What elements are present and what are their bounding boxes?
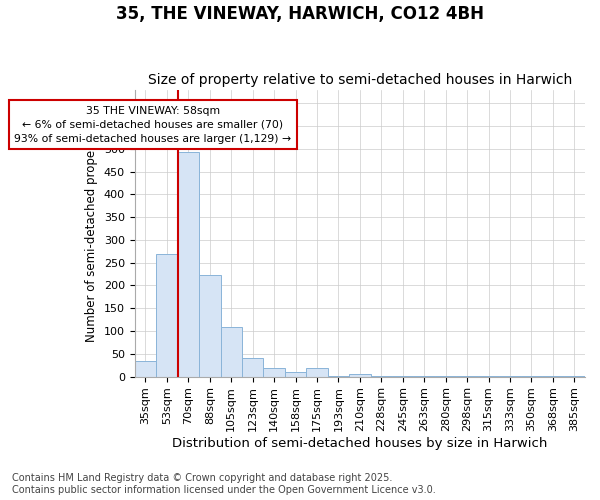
- Text: Contains HM Land Registry data © Crown copyright and database right 2025.
Contai: Contains HM Land Registry data © Crown c…: [12, 474, 436, 495]
- Bar: [242, 358, 263, 376]
- Bar: [285, 372, 306, 376]
- Bar: [178, 152, 199, 376]
- Bar: [199, 274, 221, 376]
- Bar: [263, 368, 285, 376]
- Text: 35, THE VINEWAY, HARWICH, CO12 4BH: 35, THE VINEWAY, HARWICH, CO12 4BH: [116, 5, 484, 23]
- Bar: [135, 360, 156, 376]
- Y-axis label: Number of semi-detached properties: Number of semi-detached properties: [85, 124, 98, 342]
- Text: 35 THE VINEWAY: 58sqm
← 6% of semi-detached houses are smaller (70)
93% of semi-: 35 THE VINEWAY: 58sqm ← 6% of semi-detac…: [14, 106, 292, 144]
- Title: Size of property relative to semi-detached houses in Harwich: Size of property relative to semi-detach…: [148, 73, 572, 87]
- Bar: [221, 328, 242, 376]
- Bar: [156, 254, 178, 376]
- Bar: [349, 374, 371, 376]
- Bar: [306, 368, 328, 376]
- X-axis label: Distribution of semi-detached houses by size in Harwich: Distribution of semi-detached houses by …: [172, 437, 548, 450]
